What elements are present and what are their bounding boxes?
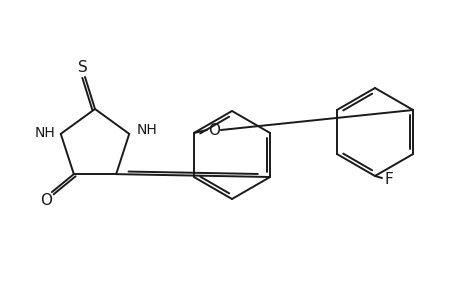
Text: NH: NH (34, 126, 55, 140)
Text: F: F (384, 172, 392, 188)
Text: NH: NH (137, 123, 157, 137)
Text: O: O (40, 193, 52, 208)
Text: O: O (207, 122, 219, 137)
Text: S: S (78, 59, 88, 74)
